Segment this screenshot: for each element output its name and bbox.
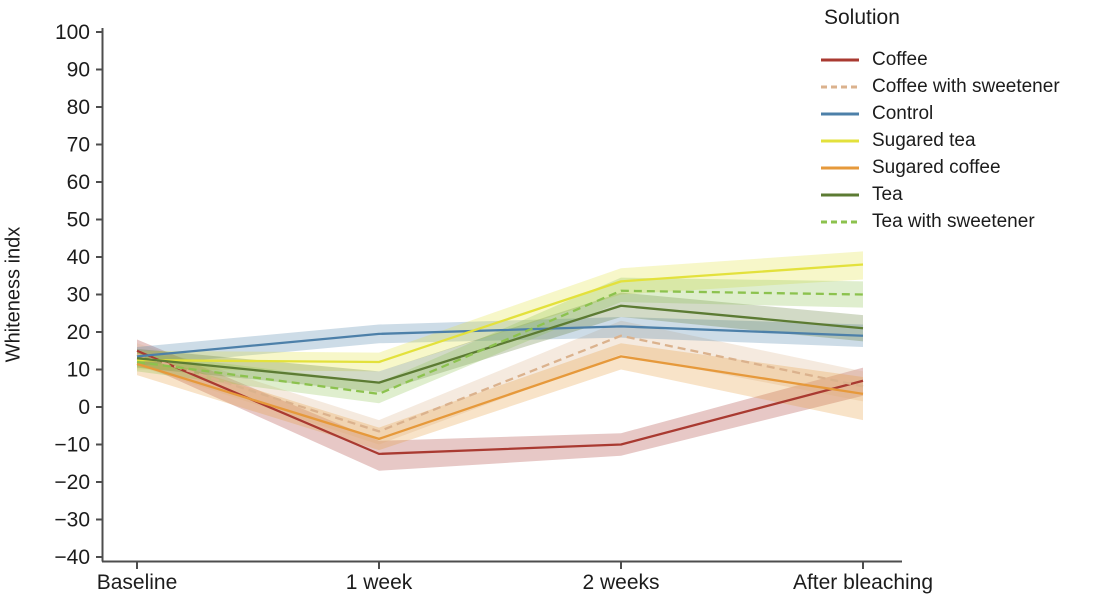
band-tea [137, 292, 863, 392]
legend-title: Solution [824, 6, 900, 29]
legend-swatch-control-icon [821, 112, 859, 115]
legend-swatch-sugared-tea-icon [821, 139, 859, 142]
legend-label: Sugared coffee [872, 156, 1001, 178]
y-tick-label: 0 [78, 396, 90, 419]
legend-item-tea-with-sweetener: Tea with sweetener [820, 208, 1060, 235]
y-tick-label: 70 [67, 134, 90, 157]
legend-item-control: Control [820, 100, 1060, 127]
y-tick-label: −40 [54, 546, 90, 569]
legend-swatch-sugared-coffee-icon [821, 166, 859, 169]
y-tick-label: 10 [67, 359, 90, 382]
legend-label: Coffee with sweetener [872, 75, 1060, 97]
line-coffee-with-sweetener [136, 334, 864, 433]
y-tick-label: 100 [55, 21, 90, 44]
y-tick-label: 40 [67, 246, 90, 269]
legend-label: Coffee [872, 48, 928, 70]
y-tick-label: −20 [54, 471, 90, 494]
band-sugared-tea [137, 251, 863, 372]
legend-swatch-coffee-with-sweetener-icon [821, 85, 859, 88]
legend-swatch-tea-with-sweetener-icon [821, 220, 859, 223]
legend-item-coffee-with-sweetener: Coffee with sweetener [820, 73, 1060, 100]
band-coffee [137, 339, 863, 471]
x-tick-label: After bleaching [793, 571, 933, 594]
line-tea [136, 304, 864, 384]
y-tick-label: 20 [67, 321, 90, 344]
x-tick-label: 2 weeks [582, 571, 659, 594]
legend: Solution Coffee Coffee with sweetener Cont… [820, 6, 1060, 235]
legend-swatch-coffee-icon [821, 58, 859, 61]
y-tick-label: 90 [67, 59, 90, 82]
legend-label: Tea [872, 183, 903, 205]
legend-item-coffee: Coffee [820, 46, 1060, 73]
y-tick-label: 60 [67, 171, 90, 194]
x-tick-label: 1 week [346, 571, 413, 594]
line-control [136, 325, 864, 358]
legend-item-sugared-coffee: Sugared coffee [820, 154, 1060, 181]
y-tick-label: −10 [54, 434, 90, 457]
legend-swatch-tea-icon [821, 193, 859, 196]
line-tea-with-sweetener [136, 289, 864, 396]
y-tick-label: 30 [67, 284, 90, 307]
band-tea-with-sweetener [137, 277, 863, 404]
y-tick-label: 50 [67, 209, 90, 232]
y-tick-label: −30 [54, 509, 90, 532]
line-sugared-coffee [136, 355, 864, 441]
legend-item-sugared-tea: Sugared tea [820, 127, 1060, 154]
legend-items: Coffee Coffee with sweetener Control Sugare… [820, 46, 1060, 235]
legend-label: Control [872, 102, 934, 124]
legend-item-tea: Tea [820, 181, 1060, 208]
x-tick-label: Baseline [97, 571, 178, 594]
y-axis-label: Whiteness indx [2, 226, 25, 363]
legend-label: Sugared tea [872, 129, 976, 151]
y-tick-label: 80 [67, 96, 90, 119]
line-sugared-tea [136, 263, 864, 364]
legend-label: Tea with sweetener [872, 210, 1035, 232]
